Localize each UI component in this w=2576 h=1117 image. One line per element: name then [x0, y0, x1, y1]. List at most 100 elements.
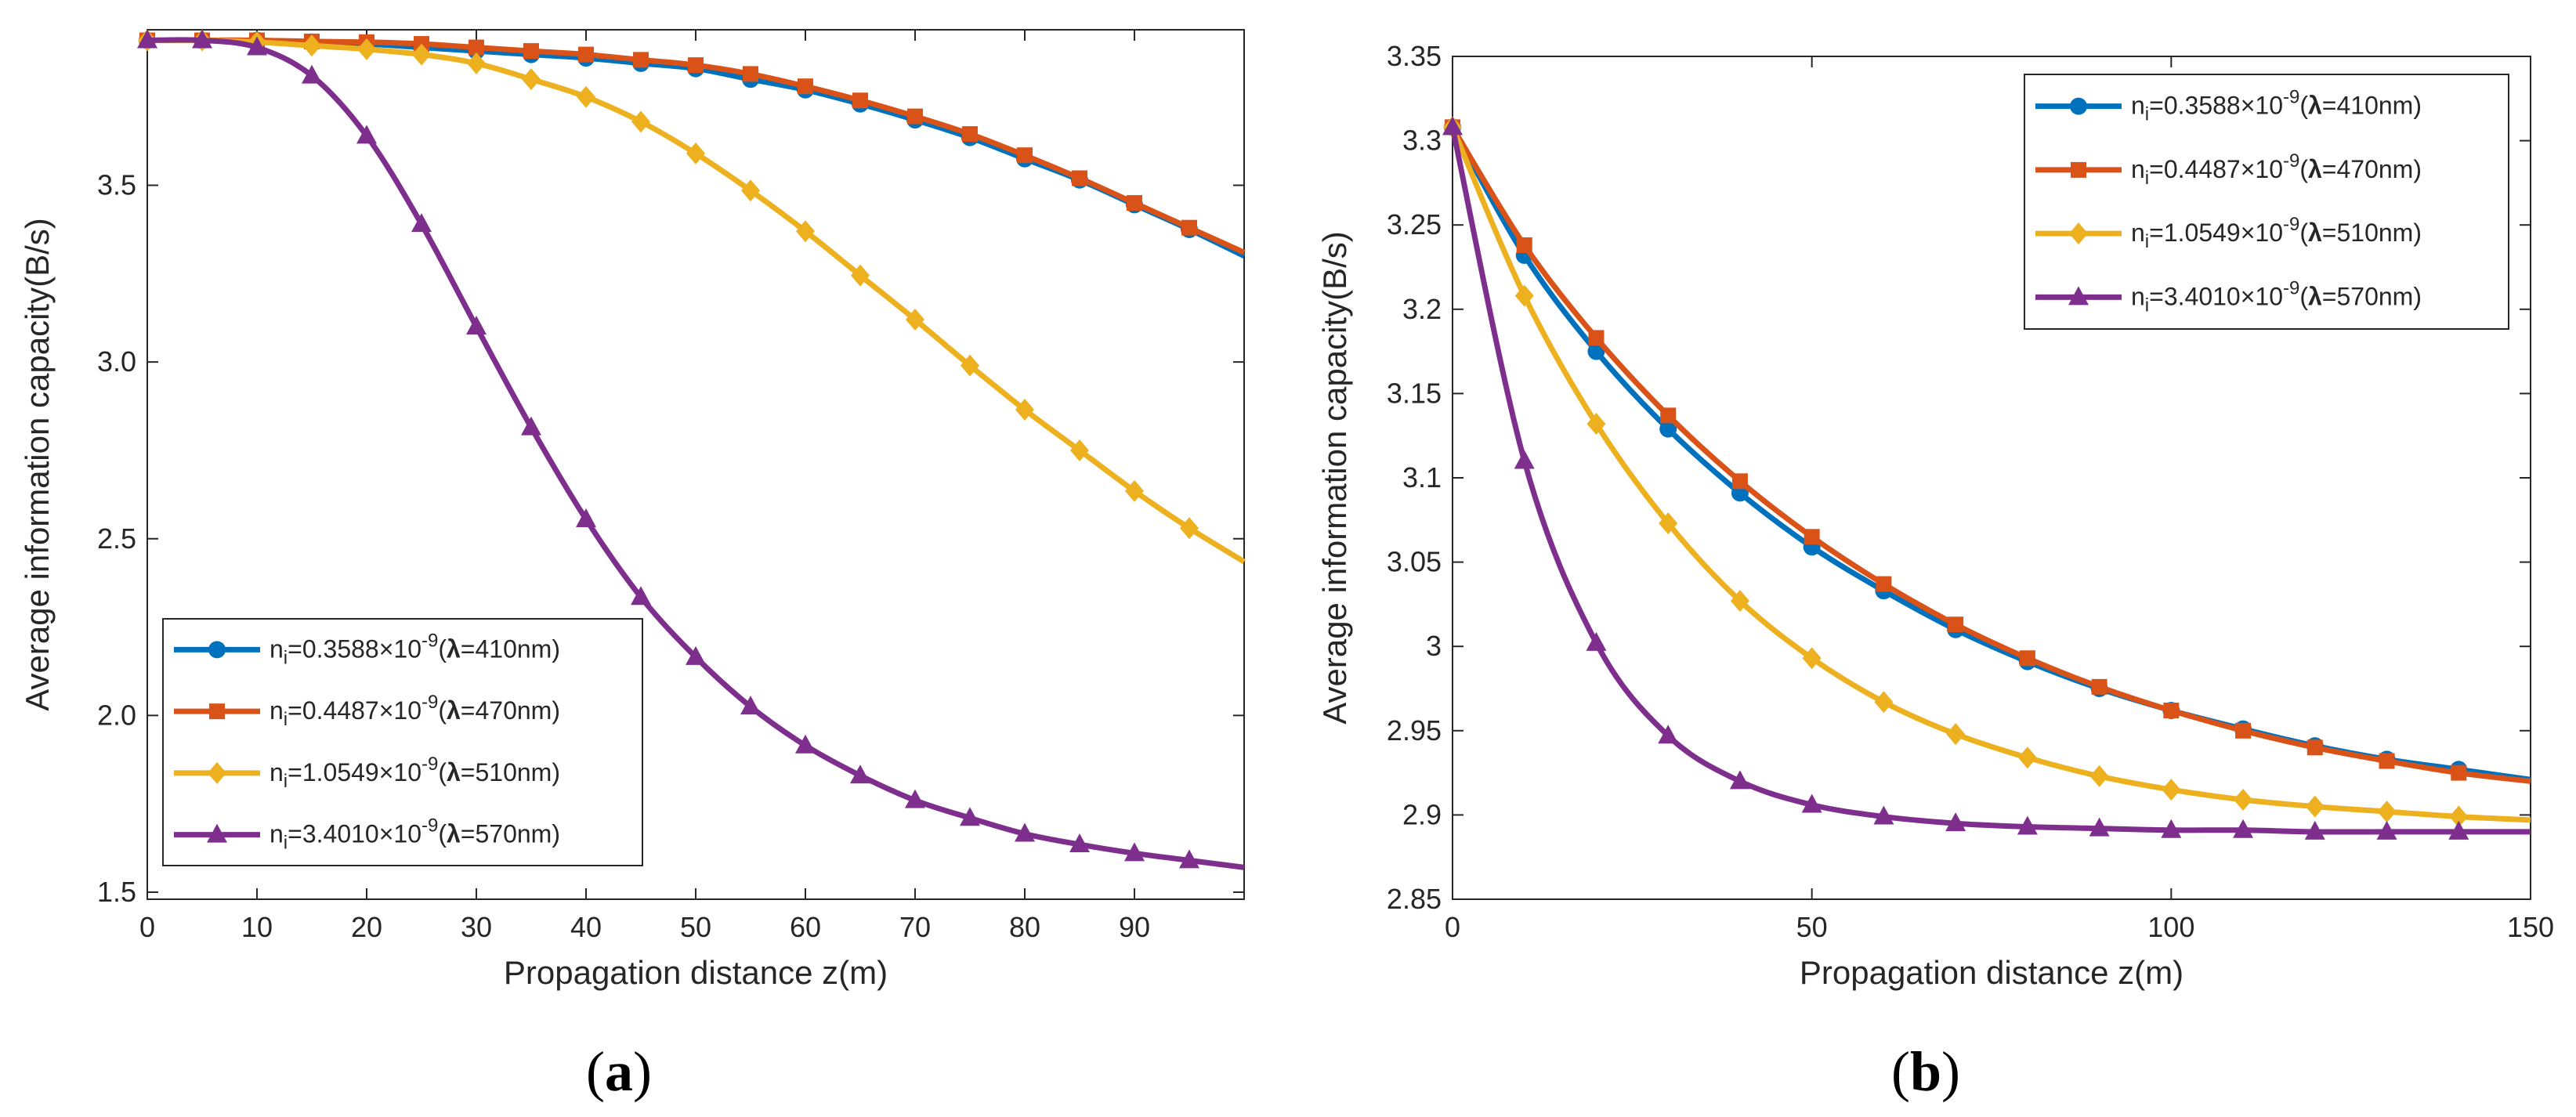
legend-entry-3-lambda: λ [2308, 219, 2322, 247]
legend-entry-1-lambda: λ [2308, 92, 2322, 120]
panel-a-series-4-point [850, 765, 870, 784]
panel-a-series-4-point [1124, 842, 1145, 862]
panel-a-x-tick-label: 0 [139, 911, 155, 943]
panel-b-y-axis-title: Average information capacity(B/s) [1316, 231, 1353, 725]
legend-entry-1-prefix: n [270, 634, 284, 663]
panel-a-series-2-point [852, 92, 868, 109]
panel-b-letter: b [1910, 1040, 1941, 1103]
legend-entry-2-prefix: n [270, 696, 284, 725]
panel-a-series-2-point [907, 108, 923, 125]
panel-b-legend-marker-4 [2068, 286, 2089, 305]
panel-b-x-tick-label: 100 [2147, 911, 2194, 943]
panel-a-series-4-point [411, 213, 432, 233]
panel-b-series-2-point [2163, 702, 2180, 718]
panel-b-series-3-point [1730, 590, 1749, 613]
legend-entry-1-subscript: i [284, 647, 288, 668]
panel-b-chart: 0 50 100 150 2.85 2.9 2.95 3 3.05 3.1 3.15 3.2 3.25 3… [1316, 40, 2554, 991]
legend-entry-4-exponent: -9 [421, 815, 438, 837]
panel-a-series-3-point [357, 38, 376, 60]
panel-a-series-3-line [147, 37, 1246, 565]
panel-b-series-4-point [1514, 450, 1535, 469]
panel-a-x-tick-label: 10 [241, 911, 273, 943]
panel-b-series-2-point [1660, 407, 1677, 424]
legend-entry-2-lambda: λ [2308, 155, 2322, 183]
panel-b-x-tick-label: 0 [1445, 911, 1460, 943]
legend-entry-2-open-paren: ( [438, 696, 447, 725]
legend-entry-4-label: ni=3.4010×10-9(λ=570nm) [2131, 277, 2422, 316]
panel-b-x-tick-label: 50 [1796, 911, 1828, 943]
legend-entry-3-label: ni=1.0549×10-9(λ=510nm) [270, 754, 560, 792]
panel-a-y-tick-label: 1.5 [97, 876, 136, 908]
panel-a-series-3-point [302, 34, 321, 57]
legend-entry-1-open-paren: ( [438, 634, 447, 663]
panel-b-series-4-point [1442, 116, 1463, 136]
panel-b-series-3-point [1946, 723, 1966, 746]
panel-b-series-4-point [2233, 819, 2254, 838]
panel-a-series-4-point [960, 807, 980, 826]
panel-b-y-tick-label: 3.2 [1402, 293, 1442, 325]
legend-entry-1-exponent: -9 [2283, 87, 2299, 108]
panel-a-y-axis-title: Average information capacity(B/s) [19, 218, 56, 711]
panel-b-series-2-point [2379, 753, 2395, 769]
panel-b-series-4-point [2448, 820, 2469, 840]
panel-a-series-3-point [741, 179, 760, 202]
panel-b-series-3-point [2017, 746, 2037, 769]
panel-a-series-3-point [686, 142, 705, 164]
legend-entry-2-wavelength: =470nm) [2322, 155, 2422, 183]
panel-a-legend-marker-3 [208, 761, 226, 784]
panel-a-series-4-point [356, 125, 377, 144]
panel-b-series-3 [1443, 116, 2531, 828]
legend-entry-1-subscript: i [2145, 104, 2149, 125]
legend-entry-3-prefix: n [2131, 219, 2145, 247]
legend-entry-1-prefix: n [2131, 92, 2145, 120]
panel-b-y-tick-label: 3 [1426, 630, 1442, 662]
legend-entry-3-wavelength: =510nm) [2322, 219, 2422, 247]
legend-entry-1-exponent: -9 [421, 630, 438, 651]
panel-b-legend-marker-2 [2071, 161, 2086, 178]
panel-a-series-3-point [631, 110, 650, 133]
panel-a-series-2-point [962, 126, 978, 143]
legend-entry-3-coefficient: =1.0549×10 [288, 758, 421, 786]
panel-b-series-3-point [2234, 789, 2253, 812]
panel-b-series-3-point [2377, 801, 2397, 823]
panel-b-y-tick-label: 3.35 [1387, 40, 1442, 72]
panel-b-series-2-point [2019, 650, 2035, 667]
legend-entry-3-lambda: λ [447, 758, 461, 786]
panel-a-series-4-point [905, 789, 925, 808]
panel-a-series-2-point [578, 46, 594, 63]
panel-b-series-3-point [1802, 647, 1822, 670]
panel-a-series-4-point [740, 696, 761, 715]
panel-a-x-tick-label: 20 [351, 911, 382, 943]
panel-b-series-4-point [1945, 812, 1966, 832]
legend-entry-4-prefix: n [2131, 282, 2145, 310]
panel-a-series-2-point [1072, 170, 1087, 186]
panel-a-series-2-point [798, 78, 813, 95]
panel-b-series-4-point [1801, 793, 1822, 813]
legend-entry-1-label: ni=0.3588×10-9(λ=410nm) [2131, 87, 2422, 125]
panel-b-series-3-point [2162, 779, 2181, 801]
panel-a-x-tick-label: 90 [1119, 911, 1150, 943]
panel-b-series-3-point [1874, 691, 1894, 714]
panel-a-legend-box [162, 618, 643, 866]
panel-b-y-tick-label: 2.95 [1387, 714, 1442, 746]
panel-b-series-3-point [2305, 795, 2325, 818]
panel-b-series-2-point [1516, 237, 1532, 254]
panel-a-series-4-point [686, 645, 706, 665]
panel-b-legend-box [2024, 74, 2509, 330]
panel-b-series-3-point [2449, 805, 2469, 828]
panel-b-legend: ni=0.3588×10-9(λ=410nm)ni=0.4487×10-9(λ=… [2024, 74, 2509, 330]
legend-entry-1-lambda: λ [447, 634, 461, 663]
panel-b-label: (b) [1891, 1040, 1960, 1103]
panel-b-series-2-point [1948, 616, 1964, 633]
panel-a-letter: a [605, 1040, 633, 1103]
panel-a-x-tick-label: 70 [899, 911, 931, 943]
panel-a-series-4-line [147, 37, 1245, 870]
legend-entry-3-exponent: -9 [421, 754, 438, 775]
panel-b-series-4-point [2161, 819, 2182, 838]
legend-entry-4-prefix: n [270, 820, 284, 848]
panel-a-series-3-point [1015, 399, 1034, 421]
legend-entry-4-lambda: λ [2308, 282, 2322, 310]
panel-b-series-2-point [2091, 678, 2107, 695]
panel-b-series-2 [1445, 119, 2531, 784]
